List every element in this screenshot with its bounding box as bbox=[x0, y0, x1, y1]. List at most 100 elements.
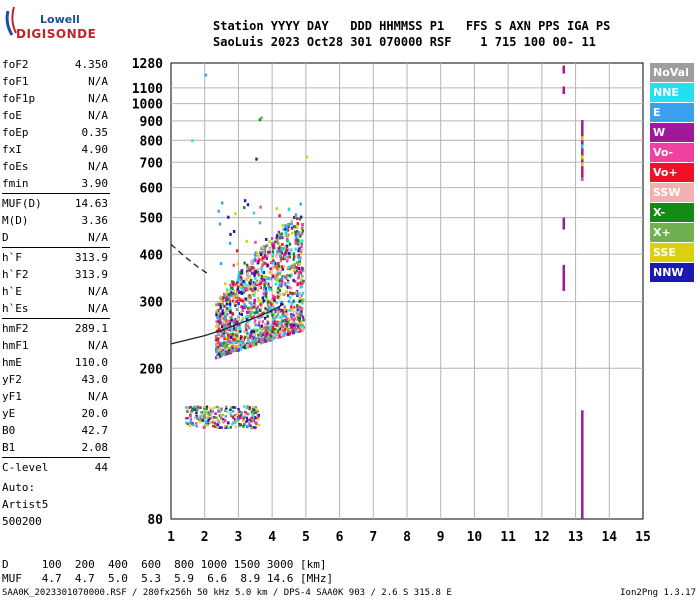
autoscaling-info: Auto: Artist5 500200 bbox=[2, 479, 48, 530]
echo-point-low bbox=[199, 418, 202, 421]
echo-point bbox=[277, 241, 280, 245]
echo-point bbox=[288, 265, 291, 269]
echo-point bbox=[299, 299, 302, 303]
echo-point bbox=[259, 332, 262, 335]
echo-point-low bbox=[221, 413, 224, 417]
echo-point bbox=[237, 274, 240, 278]
echo-point bbox=[239, 347, 242, 351]
echo-point bbox=[229, 283, 232, 287]
echo-point bbox=[301, 226, 304, 230]
echo-point bbox=[301, 323, 304, 327]
echo-point bbox=[280, 246, 283, 250]
echo-point bbox=[287, 225, 290, 229]
param-row-h-es: h`Es N/A bbox=[2, 300, 110, 317]
echo-point bbox=[233, 338, 236, 342]
echo-point bbox=[225, 344, 228, 348]
echo-point bbox=[241, 288, 245, 291]
echo-point-low bbox=[233, 414, 237, 417]
echo-point bbox=[274, 310, 277, 314]
echo-point-low bbox=[229, 408, 232, 412]
echo-point bbox=[230, 345, 234, 349]
echo-point bbox=[274, 264, 277, 268]
echo-point bbox=[297, 239, 300, 243]
echo-point bbox=[248, 335, 252, 339]
echo-point-low bbox=[202, 426, 206, 429]
echo-point bbox=[266, 315, 269, 318]
echo-point bbox=[269, 267, 272, 271]
virtual-height-trace bbox=[170, 303, 285, 345]
echo-point bbox=[228, 241, 232, 245]
echo-point-low bbox=[231, 410, 235, 413]
echo-point bbox=[261, 320, 265, 324]
legend-item-ssw: SSW bbox=[650, 183, 694, 202]
echo-point-low bbox=[255, 416, 259, 420]
echo-point bbox=[254, 240, 257, 244]
echo-point bbox=[237, 282, 240, 286]
echo-point bbox=[281, 275, 284, 279]
echo-point bbox=[294, 233, 297, 237]
echo-point bbox=[250, 280, 254, 284]
echo-point bbox=[261, 333, 265, 337]
echo-point bbox=[275, 236, 278, 240]
echo-point bbox=[289, 291, 292, 295]
echo-point bbox=[289, 323, 292, 327]
echo-point bbox=[295, 261, 299, 265]
echo-point bbox=[260, 274, 264, 278]
param-value: 20.0 bbox=[81, 407, 109, 420]
echo-point-low bbox=[215, 416, 218, 420]
echo-point bbox=[260, 302, 264, 306]
echo-point bbox=[219, 262, 223, 266]
echo-point bbox=[261, 256, 264, 260]
echo-point bbox=[257, 286, 261, 289]
echo-point bbox=[274, 328, 277, 331]
echo-point bbox=[294, 241, 297, 245]
echo-point-low bbox=[247, 424, 251, 427]
echo-point bbox=[215, 324, 218, 328]
echo-point bbox=[299, 269, 302, 273]
echo-point bbox=[268, 240, 271, 244]
echo-point bbox=[228, 299, 231, 303]
echo-point bbox=[223, 293, 226, 297]
echo-point bbox=[301, 281, 305, 285]
echo-point bbox=[297, 262, 300, 266]
param-value: 4.350 bbox=[74, 58, 108, 71]
param-name: hmF1 bbox=[2, 339, 29, 352]
legend-item-nne: NNE bbox=[650, 83, 694, 102]
echo-point bbox=[230, 340, 233, 344]
echo-point bbox=[215, 338, 219, 342]
echo-point bbox=[214, 336, 218, 340]
echo-point bbox=[248, 294, 251, 298]
echo-point bbox=[278, 214, 281, 218]
echo-point bbox=[230, 327, 234, 331]
echo-point bbox=[260, 270, 264, 274]
station-header: Station YYYY DAY DDD HHMMSS P1 FFS S AXN… bbox=[213, 18, 610, 50]
echo-point bbox=[231, 280, 234, 284]
echo-point bbox=[246, 266, 249, 270]
echo-point bbox=[236, 340, 239, 344]
echo-point bbox=[262, 326, 265, 330]
param-row-b1: B1 2.08 bbox=[2, 439, 110, 456]
echo-point bbox=[216, 342, 219, 346]
echo-point bbox=[274, 262, 277, 265]
echo-point-low bbox=[250, 416, 253, 420]
echo-point bbox=[292, 330, 296, 334]
echo-point bbox=[246, 288, 249, 292]
echo-point bbox=[257, 297, 260, 300]
echo-point bbox=[254, 319, 257, 323]
echo-point bbox=[222, 296, 225, 299]
echo-point bbox=[238, 278, 242, 282]
echo-point bbox=[258, 279, 261, 283]
bar-echo-dot bbox=[581, 162, 584, 167]
echo-point bbox=[284, 246, 288, 250]
echo-point bbox=[274, 277, 277, 281]
echo-point bbox=[259, 303, 262, 307]
echo-point bbox=[256, 252, 259, 256]
echo-point-low bbox=[247, 412, 250, 416]
echo-point bbox=[268, 270, 271, 274]
echo-point bbox=[294, 225, 298, 229]
echo-point bbox=[255, 328, 258, 332]
echo-point-low bbox=[209, 421, 212, 424]
param-row-foes: foEs N/A bbox=[2, 158, 110, 175]
echo-point-low bbox=[199, 406, 202, 409]
echo-point bbox=[224, 282, 227, 286]
